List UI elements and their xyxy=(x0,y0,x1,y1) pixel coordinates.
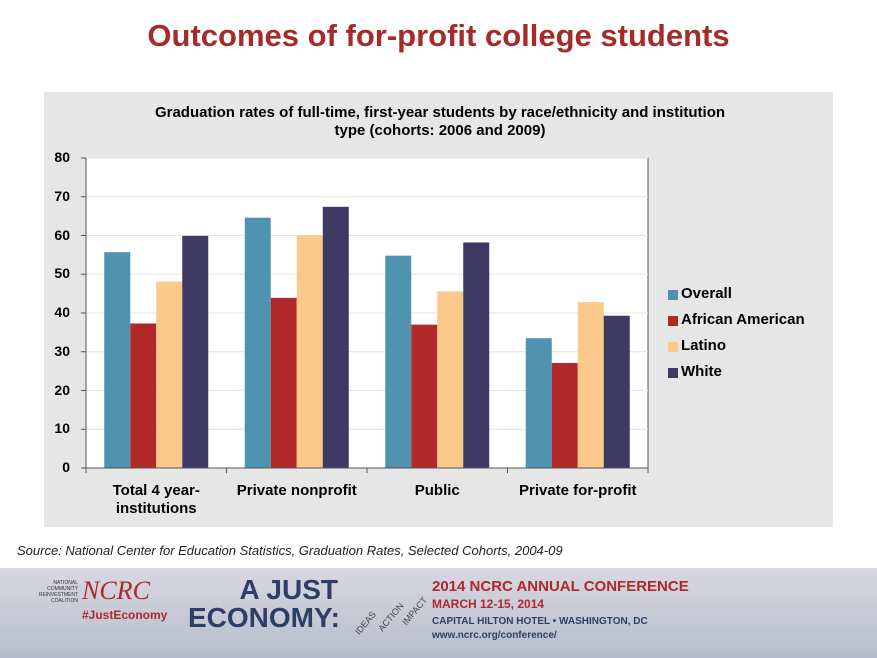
bar xyxy=(463,242,490,468)
legend-swatch xyxy=(668,368,678,378)
bar xyxy=(385,255,412,468)
chart-title: Graduation rates of full-time, first-yea… xyxy=(154,104,726,139)
venue: CAPITAL HILTON HOTEL • WASHINGTON, DC xyxy=(432,616,648,627)
slide-title: Outcomes of for-profit college students xyxy=(147,18,730,53)
source-note: Source: National Center for Education St… xyxy=(17,543,563,558)
legend-swatch xyxy=(668,342,678,352)
y-tick-label: 80 xyxy=(54,149,70,165)
x-tick-label: Private for-profit xyxy=(518,482,637,499)
bar xyxy=(244,217,271,468)
y-tick-label: 30 xyxy=(54,342,70,359)
theme: A JUST ECONOMY: xyxy=(188,574,340,633)
url: www.ncrc.org/conference/ xyxy=(432,630,557,641)
pillar: IDEAS xyxy=(352,609,379,637)
y-tick-label: 40 xyxy=(54,304,70,320)
bar xyxy=(182,235,209,468)
legend-label: Latino xyxy=(681,337,726,354)
y-tick-label: 0 xyxy=(62,459,70,475)
bar xyxy=(130,323,157,468)
bar xyxy=(551,362,578,468)
bar xyxy=(577,302,604,468)
y-tick-label: 70 xyxy=(54,187,70,204)
bar xyxy=(603,315,630,468)
hashtag: #JustEconomy xyxy=(82,608,168,622)
x-tick-label: Public xyxy=(414,482,460,499)
legend-label: Overall xyxy=(681,285,732,302)
legend-label: African American xyxy=(681,311,805,328)
bar xyxy=(411,324,438,468)
legend-label: White xyxy=(681,363,722,380)
pillar: IMPACT xyxy=(400,595,430,627)
org: NCRC xyxy=(82,576,150,605)
y-tick-label: 60 xyxy=(54,226,70,243)
bar xyxy=(270,297,297,468)
y-tick-label: 50 xyxy=(54,265,70,282)
bar xyxy=(156,281,183,468)
conference: 2014 NCRC ANNUAL CONFERENCE xyxy=(432,578,689,595)
bar xyxy=(104,252,131,468)
bar xyxy=(525,338,552,468)
x-tick-label: Total 4 year- institutions xyxy=(112,482,200,517)
bar xyxy=(437,291,464,468)
legend-swatch xyxy=(668,316,678,326)
legend-swatch xyxy=(668,290,678,300)
org-small: NATIONAL COMMUNITY REINVESTMENT COALITIO… xyxy=(38,580,78,604)
y-tick-label: 10 xyxy=(54,420,70,437)
bar xyxy=(322,206,349,468)
y-tick-label: 20 xyxy=(54,381,70,398)
dates: MARCH 12-15, 2014 xyxy=(432,597,545,611)
bar xyxy=(296,235,323,468)
x-tick-label: Private nonprofit xyxy=(236,482,357,499)
footer-banner: NATIONAL COMMUNITY REINVESTMENT COALITIO… xyxy=(0,568,877,658)
